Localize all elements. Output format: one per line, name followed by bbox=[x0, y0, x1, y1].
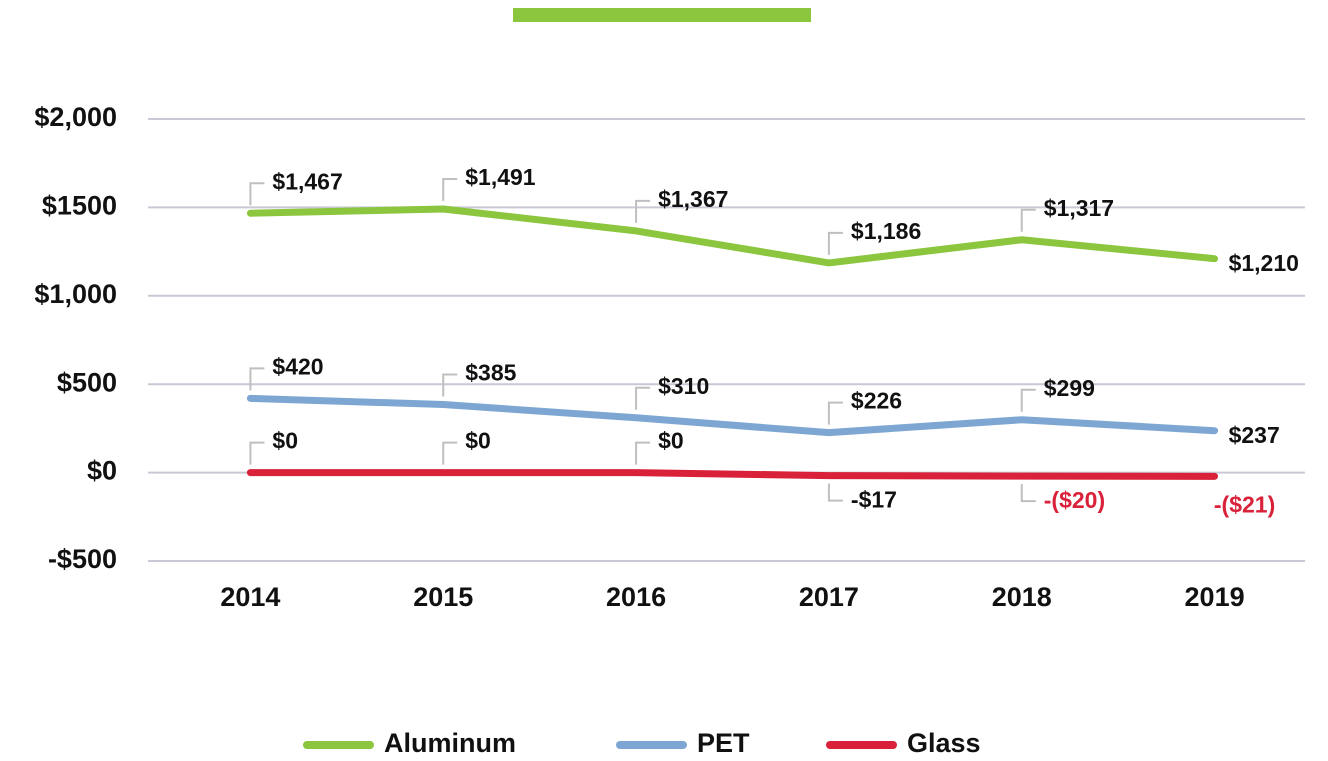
y-tick-label: $1500 bbox=[42, 191, 117, 221]
x-tick-label: 2019 bbox=[1185, 582, 1245, 612]
leader-line bbox=[827, 483, 843, 502]
data-label: -($20) bbox=[1044, 487, 1105, 513]
legend-label: Glass bbox=[907, 728, 981, 758]
data-label: $420 bbox=[272, 353, 323, 379]
leader-line bbox=[827, 231, 843, 255]
data-label: $237 bbox=[1229, 422, 1280, 448]
leader-line bbox=[635, 386, 651, 410]
legend-label: PET bbox=[697, 728, 750, 758]
leader-line bbox=[635, 441, 651, 465]
leader-line bbox=[249, 441, 265, 465]
y-tick-label: -$500 bbox=[48, 544, 117, 574]
data-label: -$17 bbox=[851, 487, 897, 513]
data-label: $1,186 bbox=[851, 218, 921, 244]
data-label: $0 bbox=[465, 428, 491, 454]
data-label: $1,467 bbox=[272, 168, 342, 194]
leader-line bbox=[1020, 208, 1036, 232]
leader-line bbox=[827, 401, 843, 425]
legend-label: Aluminum bbox=[384, 728, 516, 758]
leader-line bbox=[1020, 388, 1036, 412]
leader-line bbox=[249, 367, 265, 391]
data-label: $1,210 bbox=[1229, 250, 1299, 276]
leader-line bbox=[635, 199, 651, 223]
y-tick-label: $0 bbox=[87, 456, 117, 486]
series-line bbox=[246, 469, 1219, 480]
y-tick-label: $500 bbox=[57, 367, 117, 397]
x-tick-label: 2014 bbox=[220, 582, 280, 612]
data-label: -($21) bbox=[1214, 491, 1275, 517]
y-tick-label: $1,000 bbox=[34, 279, 117, 309]
data-label: $299 bbox=[1044, 375, 1095, 401]
data-label: $310 bbox=[658, 373, 709, 399]
x-tick-label: 2017 bbox=[799, 582, 859, 612]
data-label: $226 bbox=[851, 388, 902, 414]
data-label: $0 bbox=[272, 428, 298, 454]
x-tick-label: 2015 bbox=[413, 582, 473, 612]
x-tick-label: 2018 bbox=[992, 582, 1052, 612]
series-line bbox=[246, 205, 1219, 267]
data-label: $1,367 bbox=[658, 186, 728, 212]
series-line bbox=[246, 394, 1219, 437]
leader-line bbox=[442, 373, 458, 397]
data-label: $0 bbox=[658, 428, 684, 454]
y-tick-label: $2,000 bbox=[34, 102, 117, 132]
data-label: $385 bbox=[465, 360, 516, 386]
data-label: $1,491 bbox=[465, 164, 536, 190]
leader-line bbox=[249, 182, 265, 206]
data-label: $1,317 bbox=[1044, 195, 1114, 221]
title-bar bbox=[513, 8, 811, 22]
leader-line bbox=[442, 177, 458, 201]
leader-line bbox=[1020, 484, 1036, 503]
x-tick-label: 2016 bbox=[606, 582, 666, 612]
leader-line bbox=[442, 441, 458, 465]
